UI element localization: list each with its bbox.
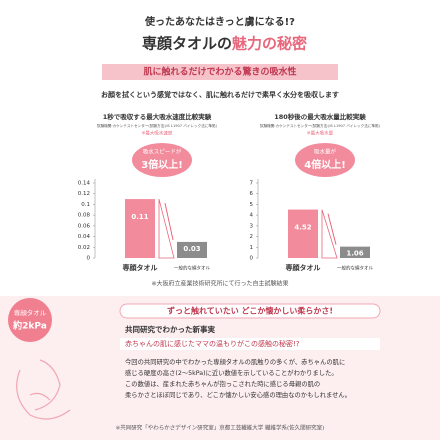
bar <box>177 241 207 258</box>
value-label: 0.03 <box>183 245 200 253</box>
value-label: 1.06 <box>346 250 363 258</box>
annotation: 4倍以上! <box>304 158 346 171</box>
bar <box>288 209 318 258</box>
y-tick-label: 6 <box>250 191 254 197</box>
x-tick-label: 専顔タオル <box>123 263 158 272</box>
band <box>102 64 338 80</box>
description: お顔を拭くという感覚ではなく、肌に触れるだけで素早く水分を吸収します <box>101 90 339 99</box>
annotation: 3倍以上! <box>141 158 183 171</box>
question: 赤ちゃんの肌に感じたママの温もりがこの感触の秘密!? <box>125 339 300 348</box>
chart-note: ※最大吸水速度 <box>142 130 173 137</box>
y-tick-label: 0 <box>250 256 254 262</box>
y-tick-label: 3 <box>250 223 254 229</box>
bar <box>340 246 370 258</box>
chart-title: 1秒で吸収する最大吸水速度比較実験 <box>103 112 212 121</box>
story-heading: 共同研究でわかった新事実 <box>125 324 215 334</box>
story-body-line: 感じる硬度の高さ(2〜5kPa)に近い数値を示していることがわかりました。 <box>125 368 338 377</box>
footnote: ※大阪府立産業技術研究所にて行った自主試験結果 <box>151 280 288 288</box>
y-tick-label: 2 <box>250 234 254 240</box>
story: 専顔タオル 約2kPa ずっと触れていたい どこか懐かしい柔らかさ! 共同研究で… <box>0 296 440 440</box>
band-text: 肌に触れるだけでわかる驚きの吸水性 <box>142 66 296 78</box>
x-tick-label: 一般的な綿タオル <box>337 265 373 272</box>
y-tick-label: 0 <box>87 256 91 262</box>
y-tick-label: 5 <box>250 202 254 208</box>
y-tick-label: 0.04 <box>78 234 91 240</box>
value-label: 0.11 <box>131 213 148 221</box>
comparison-arrow <box>158 198 175 259</box>
y-tick-label: 0.1 <box>81 202 90 208</box>
y-tick-label: 4 <box>250 213 254 219</box>
bar <box>125 199 155 258</box>
y-tick-label: 7 <box>250 181 254 187</box>
title-accent: 魅力の秘密 <box>231 35 307 53</box>
story-body-line: 今回の共同研究の中でわかった専顔タオルの肌触りの多くが、赤ちゃんの肌に <box>125 357 345 366</box>
annotation: 吸水スピードが <box>143 148 182 156</box>
question-box <box>120 338 380 350</box>
annotation-bubble <box>295 143 355 177</box>
catch-box <box>119 303 381 319</box>
comparison-arrow <box>321 209 338 259</box>
x-tick-label: 専顔タオル <box>286 263 321 272</box>
annotation: 吸水量が <box>314 148 337 156</box>
x-tick-label: 一般的な綿タオル <box>174 265 210 272</box>
story-body-line: この数値は、産まれた赤ちゃんが抱っこされた時に感じる母親の肌の <box>125 379 320 388</box>
chart-note: ※最大吸水量 <box>307 130 334 137</box>
story-body-line: 柔らかさとほぼ同じであり、どこか懐かしい安心感の理由なのかもしれません。 <box>125 390 351 399</box>
y-tick-label: 0.06 <box>78 223 91 229</box>
y-tick-label: 0.12 <box>78 191 90 197</box>
value-label: 4.52 <box>294 224 311 232</box>
badge-value: 約2kPa <box>12 320 47 332</box>
chart-subtitle: 試験機関:カケンテストセンター(試験方法:JIS L1907 バイレック法に準拠… <box>97 123 218 128</box>
lead: 使ったあなたはきっと虜になる!? <box>144 15 295 28</box>
y-tick-label: 0.14 <box>78 181 91 187</box>
story-background <box>0 296 440 440</box>
chart-title: 180秒後の最大吸水量比較実験 <box>274 112 366 121</box>
title-main: 専顔タオルの <box>142 35 232 53</box>
y-tick-label: 0.08 <box>78 213 91 219</box>
credit: ※共同研究「やわらかさデザイン研究室」京都工芸繊維大学 繊維学系(佐久間研究室) <box>116 424 325 432</box>
catch: ずっと触れていたい どこか懐かしい柔らかさ! <box>167 306 333 316</box>
annotation-bubble <box>132 143 192 177</box>
chart-subtitle: 試験機関:カケンテストセンター(試験方法:JIS L1907 バイレック法に準拠… <box>260 123 381 128</box>
badge-label: 専顔タオル <box>14 308 47 317</box>
comparison-line <box>327 213 337 245</box>
y-tick-label: 0.02 <box>78 245 90 251</box>
y-tick-label: 1 <box>250 245 254 251</box>
comparison-line <box>164 202 174 241</box>
illustration <box>16 359 71 420</box>
badge <box>8 298 52 342</box>
